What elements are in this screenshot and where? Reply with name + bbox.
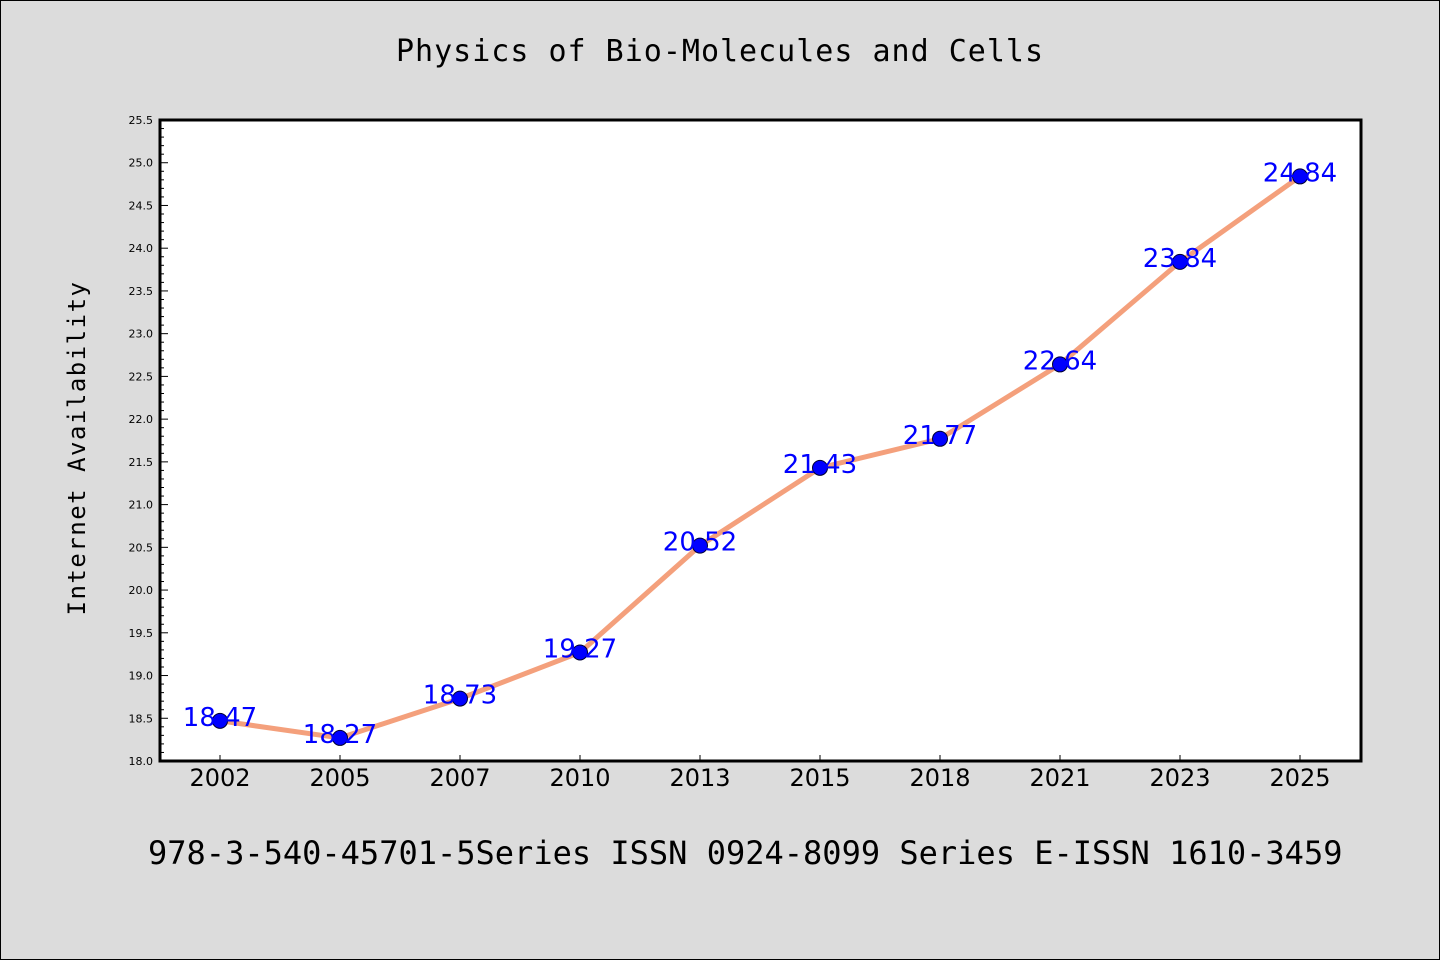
data-label: 18.73 — [423, 681, 497, 711]
y-tick-label: 25.0 — [129, 157, 154, 170]
data-point-marker — [692, 537, 708, 554]
y-tick-label: 22.5 — [129, 370, 154, 383]
x-tick-label: 2007 — [429, 764, 490, 792]
data-labels-group: 18.47 18.27 18.73 19.27 20.52 21.43 21.77 22.64… — [183, 158, 1337, 750]
x-tick-label: 2013 — [669, 764, 730, 792]
data-point-marker — [332, 729, 348, 746]
x-axis: 2002 2005 2007 2010 2013 2015 2018 2021 2023 2025 — [189, 755, 1331, 792]
series-line — [219, 174, 1302, 741]
y-axis: 18.0 18.5 19.0 19.5 20.0 20.5 21.0 21.5 22.0 22.5… — [129, 114, 168, 768]
data-label: 18.27 — [303, 720, 377, 750]
chart-title: Physics of Bio-Molecules and Cells — [395, 34, 1045, 69]
x-tick-label: 2018 — [909, 764, 970, 792]
data-point-marker — [1292, 168, 1308, 185]
data-point-marker — [212, 712, 228, 729]
data-label: 20.52 — [663, 528, 737, 558]
y-tick-label: 18.5 — [129, 712, 154, 725]
y-tick-label: 22.0 — [129, 413, 154, 426]
x-tick-label: 2005 — [309, 764, 370, 792]
y-tick-label: 18.0 — [129, 755, 154, 768]
y-tick-label: 24.5 — [129, 199, 154, 212]
data-label: 21.77 — [903, 421, 977, 451]
plot-area — [158, 118, 1363, 763]
y-tick-label: 20.5 — [129, 541, 154, 554]
data-label: 22.64 — [1023, 346, 1097, 376]
y-tick-label: 21.5 — [129, 456, 154, 469]
y-tick-label: 24.0 — [129, 242, 154, 255]
y-tick-label: 19.0 — [129, 670, 154, 683]
y-tick-label: 20.0 — [129, 584, 154, 597]
footer-isbn-issn: 978-3-540-45701-5Series ISSN 0924-8099 S… — [148, 834, 1343, 872]
data-label: 19.27 — [543, 634, 617, 664]
x-tick-label: 2002 — [189, 764, 250, 792]
x-tick-label: 2023 — [1149, 764, 1210, 792]
x-tick-label: 2025 — [1269, 764, 1330, 792]
data-point-marker — [812, 459, 828, 476]
data-label: 21.43 — [783, 450, 857, 480]
x-tick-label: 2010 — [549, 764, 610, 792]
data-label: 23.84 — [1143, 244, 1217, 274]
x-tick-label: 2015 — [789, 764, 850, 792]
series-group — [212, 168, 1308, 746]
data-point-marker — [452, 690, 468, 707]
y-tick-label: 21.0 — [129, 499, 154, 512]
y-tick-label: 23.5 — [129, 285, 154, 298]
x-tick-label: 2021 — [1029, 764, 1090, 792]
data-point-marker — [572, 644, 588, 661]
y-tick-label: 23.0 — [129, 328, 154, 341]
y-tick-label: 25.5 — [129, 114, 154, 127]
data-point-marker — [932, 430, 948, 447]
data-point-marker — [1052, 356, 1068, 373]
data-label: 24.84 — [1263, 158, 1337, 188]
y-tick-label: 19.5 — [129, 627, 154, 640]
data-point-marker — [1172, 253, 1188, 270]
data-label: 18.47 — [183, 703, 257, 733]
